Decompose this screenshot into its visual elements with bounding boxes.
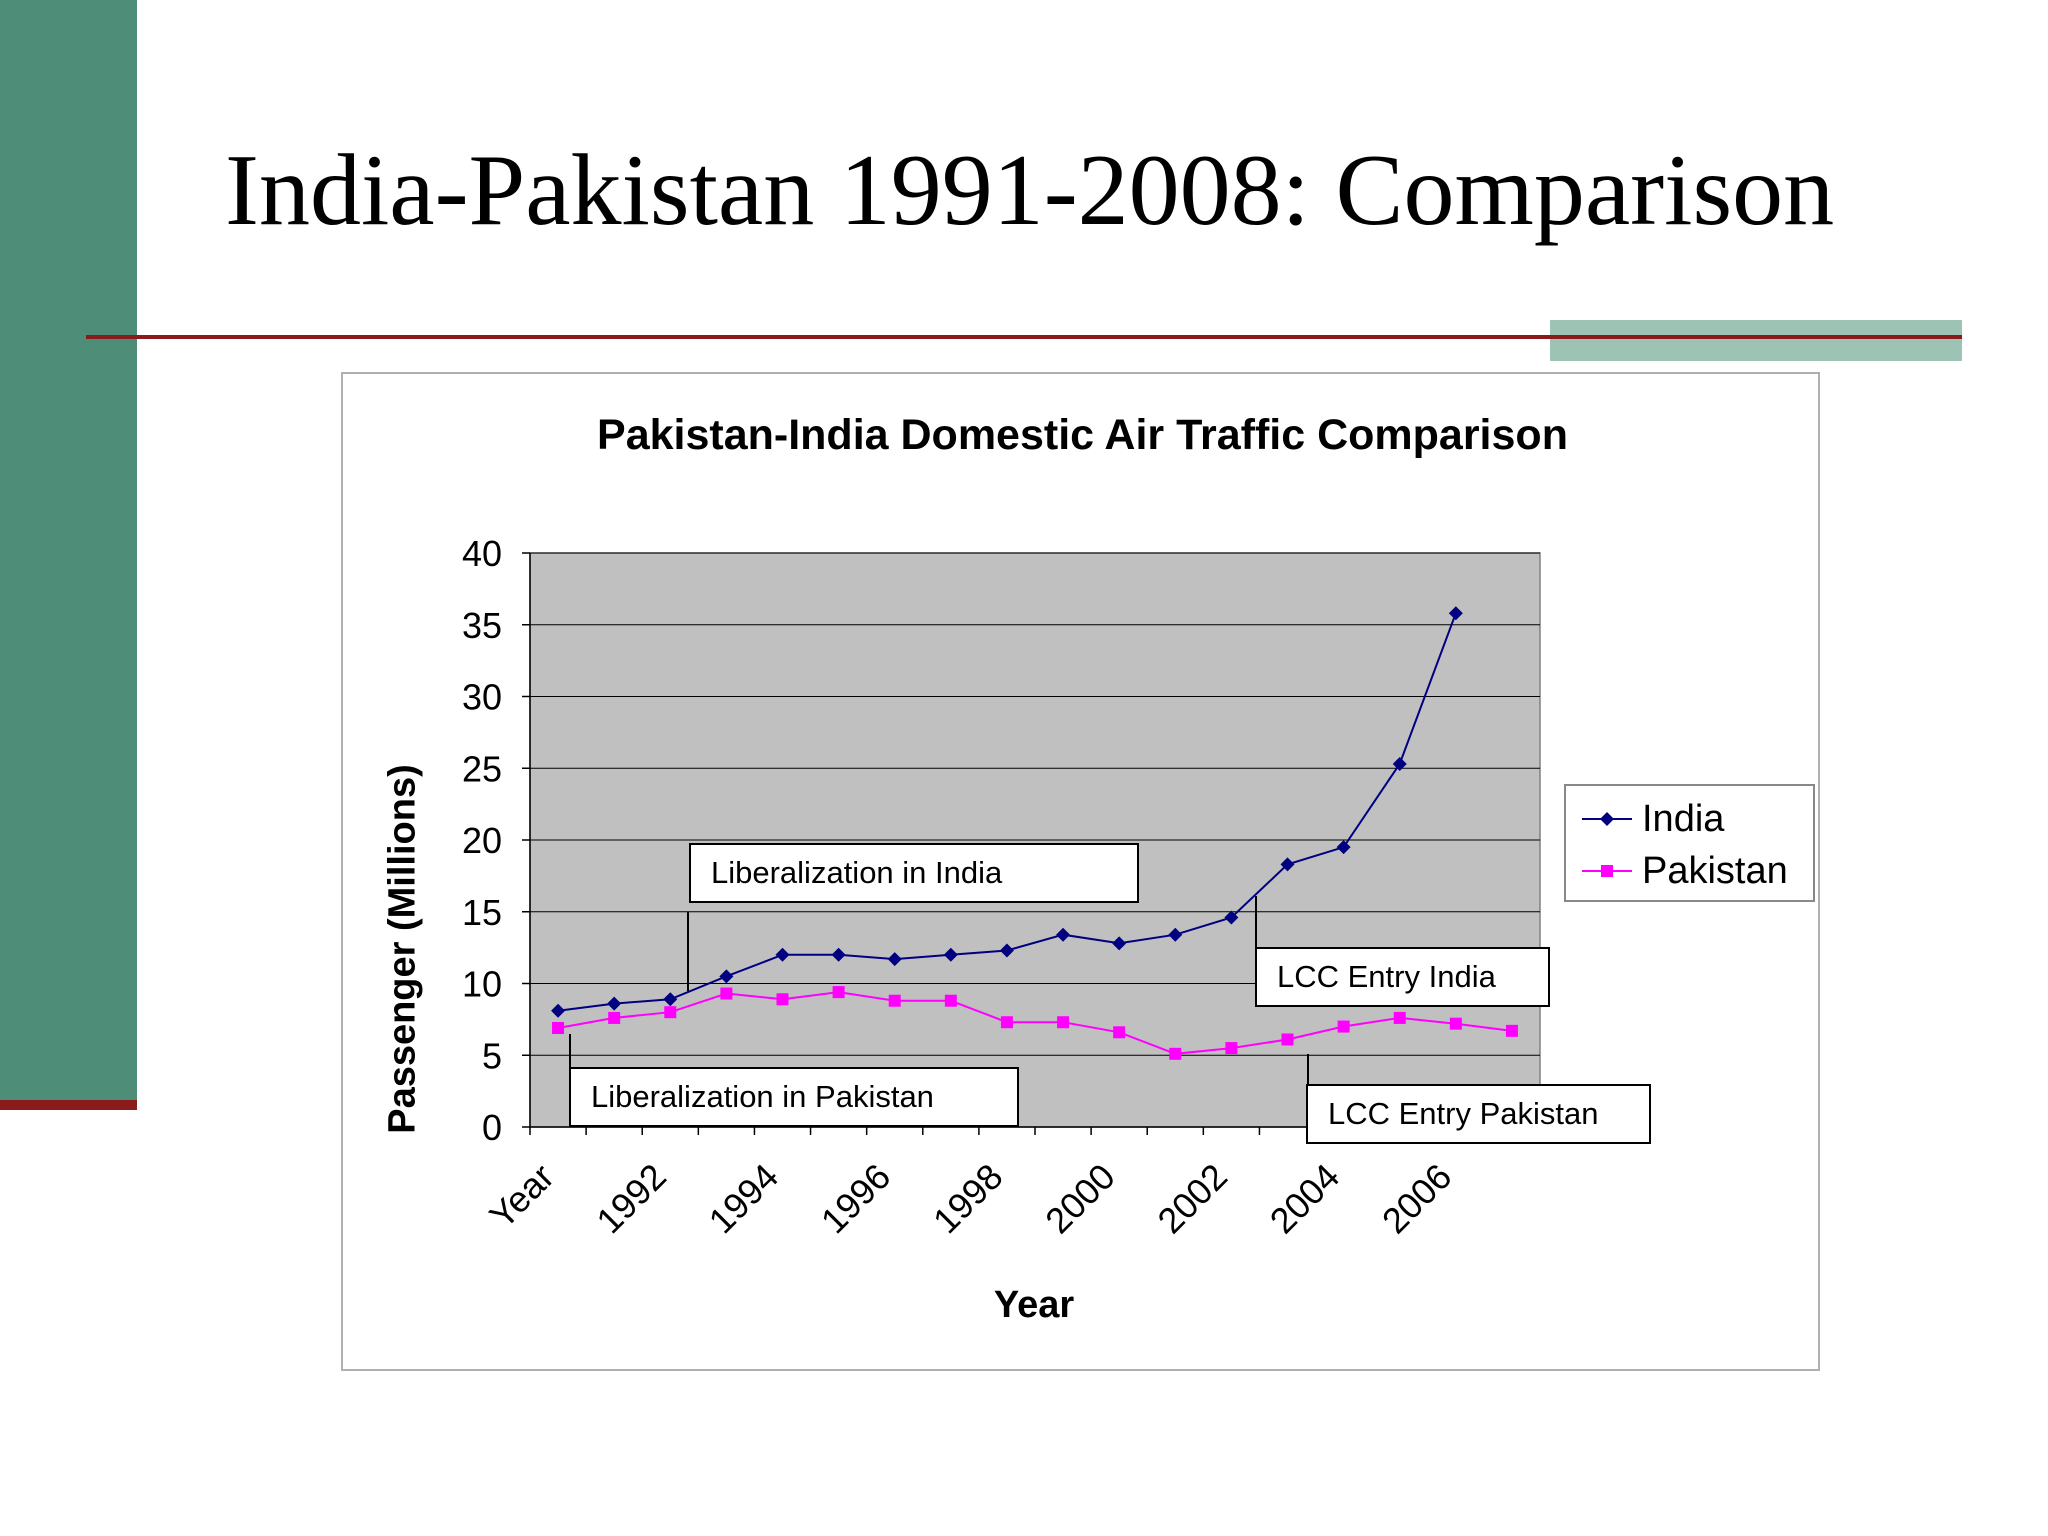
slide-title: India-Pakistan 1991-2008: Comparison [225, 134, 1835, 247]
point-pakistan-2008 [1505, 1024, 1518, 1037]
x-tick-label-2004: 2004 [1262, 1156, 1348, 1242]
y-tick-label-20: 20 [462, 820, 502, 861]
point-india-2000 [1056, 927, 1071, 942]
point-pakistan-1991 [552, 1021, 565, 1034]
y-tick-label-30: 30 [462, 677, 502, 718]
title-rule [86, 335, 1962, 339]
x-tick-label-1998: 1998 [925, 1156, 1011, 1242]
chart-frame: 0 5 10 15 20 25 30 35 40 Year 1992 1994 1996 1998 2000… [341, 372, 1820, 1371]
x-tick-label-1996: 1996 [813, 1156, 899, 1242]
point-india-1996 [831, 947, 846, 962]
legend-item-pakistan: Pakistan [1578, 846, 1788, 896]
x-axis-label: Year [993, 1284, 1075, 1326]
point-india-1998 [943, 947, 958, 962]
point-india-2004 [1280, 857, 1295, 872]
point-india-1995 [775, 947, 790, 962]
point-india-2007 [1448, 606, 1463, 621]
point-india-1992 [607, 996, 622, 1011]
chart-legend: India Pakistan [1564, 784, 1815, 902]
point-pakistan-2005 [1337, 1020, 1350, 1033]
legend-label-india: India [1642, 797, 1725, 840]
x-tick-label-2000: 2000 [1037, 1156, 1123, 1242]
annotation-lcc-entry-india: LCC Entry India [1255, 947, 1550, 1007]
point-pakistan-1999 [1000, 1016, 1013, 1029]
chart-canvas: 0 5 10 15 20 25 30 35 40 Year 1992 1994 1996 1998 2000… [462, 533, 1541, 1242]
annotation-lcc-entry-pakistan: LCC Entry Pakistan [1306, 1084, 1651, 1144]
x-tick-label-1992: 1992 [588, 1156, 674, 1242]
point-india-1994 [719, 969, 734, 984]
chart-title: Pakistan-India Domestic Air Traffic Comp… [597, 411, 1568, 459]
x-tick-label-2002: 2002 [1149, 1156, 1235, 1242]
y-tick-label-40: 40 [462, 533, 502, 574]
point-india-1999 [999, 943, 1014, 958]
legend-marker-india [1582, 812, 1632, 826]
y-tick-label-10: 10 [462, 964, 502, 1005]
point-india-1993 [663, 992, 678, 1007]
x-tick-label-Year: Year [481, 1156, 561, 1236]
legend-item-india: India [1578, 794, 1724, 844]
left-accent-bar [0, 0, 137, 1110]
point-pakistan-2001 [1113, 1026, 1126, 1039]
point-india-1991 [551, 1003, 566, 1018]
point-pakistan-1996 [832, 986, 845, 999]
point-pakistan-1994 [720, 987, 733, 1000]
y-tick-label-5: 5 [482, 1035, 502, 1076]
point-india-2001 [1112, 936, 1127, 951]
y-tick-label-0: 0 [482, 1107, 502, 1148]
point-pakistan-1995 [776, 993, 789, 1006]
point-pakistan-2000 [1057, 1016, 1070, 1029]
legend-label-pakistan: Pakistan [1642, 849, 1788, 892]
legend-marker-pakistan [1582, 865, 1632, 877]
y-tick-label-15: 15 [462, 892, 502, 933]
y-axis-label: Passenger (Millions) [381, 764, 424, 1134]
point-india-2005 [1336, 840, 1351, 855]
annotation-liberalization-pakistan: Liberalization in Pakistan [569, 1067, 1019, 1127]
point-pakistan-2006 [1393, 1011, 1406, 1024]
y-tick-label-25: 25 [462, 748, 502, 789]
x-tick-label-2006: 2006 [1374, 1156, 1460, 1242]
title-accent-block [1550, 320, 1962, 361]
point-pakistan-1997 [888, 994, 901, 1007]
point-pakistan-2004 [1281, 1033, 1294, 1046]
x-tick-label-1994: 1994 [701, 1156, 787, 1242]
point-pakistan-2003 [1225, 1042, 1238, 1055]
point-india-1997 [887, 952, 902, 967]
point-india-2002 [1168, 927, 1183, 942]
series-line-pakistan [557, 991, 1513, 1055]
y-tick-label-35: 35 [462, 605, 502, 646]
point-pakistan-1998 [944, 994, 957, 1007]
point-pakistan-2002 [1169, 1047, 1182, 1060]
point-pakistan-1992 [608, 1011, 621, 1024]
point-india-2006 [1392, 756, 1407, 771]
point-india-2003 [1224, 910, 1239, 925]
point-pakistan-1993 [664, 1006, 677, 1019]
point-pakistan-2007 [1449, 1017, 1462, 1030]
annotation-liberalization-india: Liberalization in India [689, 843, 1139, 903]
